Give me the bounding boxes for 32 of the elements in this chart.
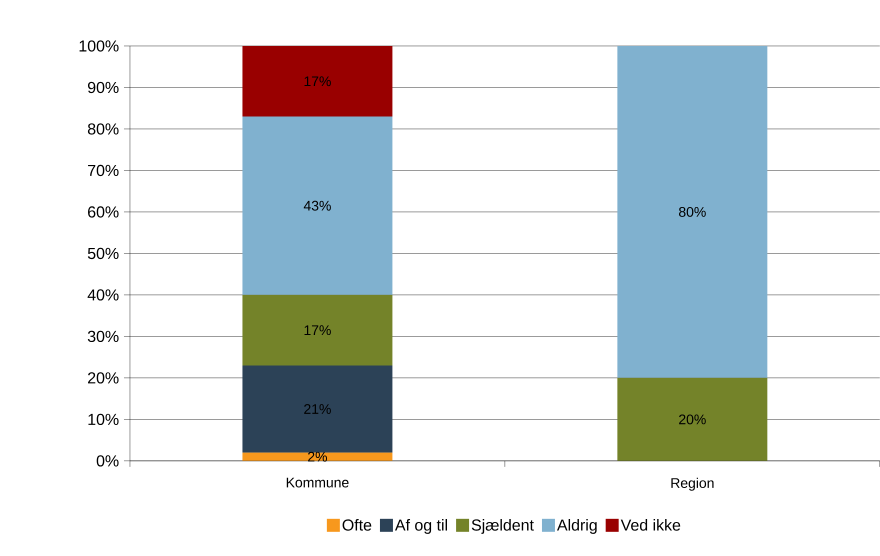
data-label: 80%	[678, 207, 706, 217]
legend-label: Sjældent	[472, 519, 534, 534]
bar	[242, 116, 392, 295]
data-label: 43%	[304, 200, 331, 211]
legend-label: Af og til	[394, 519, 448, 534]
y-tick-label: 30%	[88, 330, 119, 342]
data-label: 17%	[304, 76, 331, 86]
legend-label: Ofte	[342, 519, 372, 531]
bar	[617, 378, 768, 461]
bar	[242, 366, 392, 453]
y-tick-label: 60%	[88, 206, 119, 218]
y-tick-label: 40%	[88, 289, 119, 301]
y-tick-label: 80%	[88, 123, 119, 135]
data-label: 2%	[308, 452, 328, 462]
y-tick-label: 70%	[88, 164, 119, 176]
x-tick-label: Region	[671, 478, 714, 491]
y-tick-label: 20%	[88, 372, 119, 384]
bar	[242, 46, 392, 117]
y-tick-label: 10%	[88, 414, 119, 426]
legend-label: Ved ikke	[620, 519, 680, 531]
data-label: 17%	[304, 325, 331, 336]
x-tick-label: Kommune	[286, 478, 349, 488]
y-tick-label: 100%	[80, 40, 119, 52]
y-tick-label: 90%	[88, 82, 119, 94]
data-label: 21%	[304, 404, 331, 414]
bar	[242, 452, 392, 461]
legend-label: Aldrig	[556, 519, 597, 534]
bar	[617, 46, 768, 378]
y-tick-label: 50%	[88, 248, 119, 260]
y-tick-label: 0%	[96, 455, 119, 467]
bar	[242, 294, 392, 366]
data-label: 20%	[679, 414, 706, 424]
